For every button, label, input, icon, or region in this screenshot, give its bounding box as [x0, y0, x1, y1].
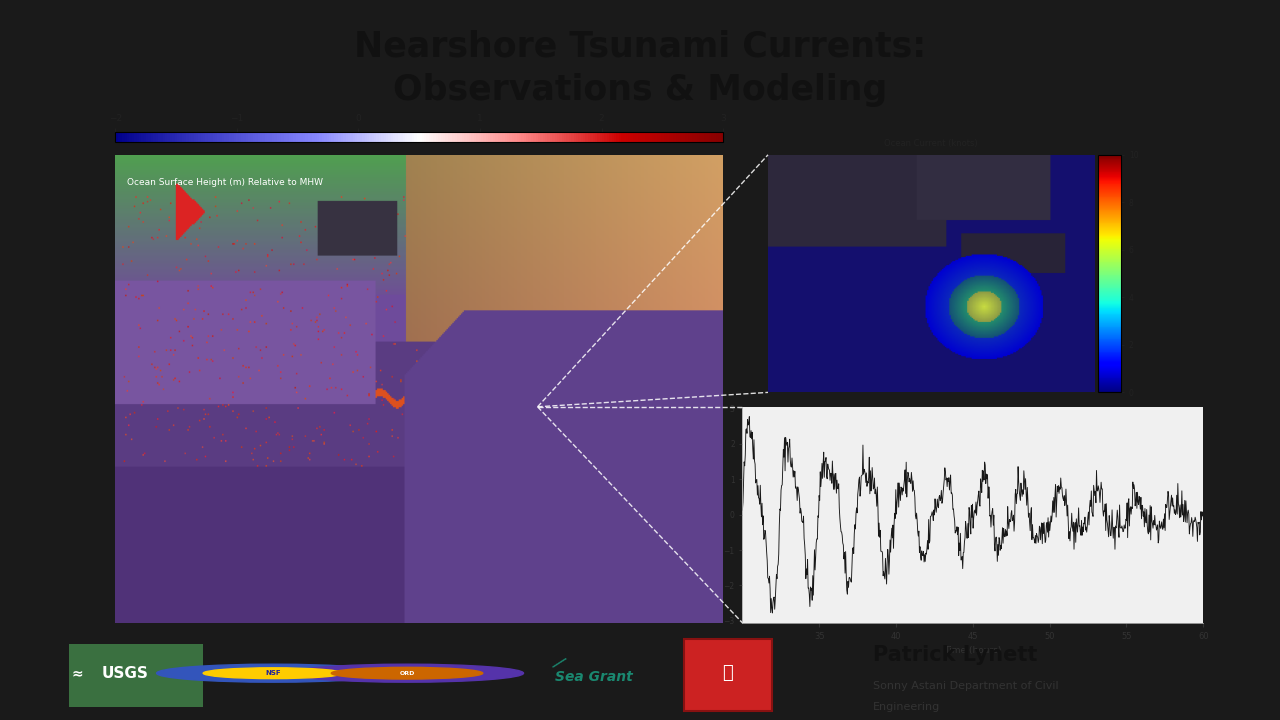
FancyBboxPatch shape: [685, 639, 772, 711]
Text: Sea Grant: Sea Grant: [554, 670, 632, 684]
Circle shape: [291, 664, 524, 683]
Text: Ocean Current (knots): Ocean Current (knots): [884, 139, 978, 148]
Text: Sonny Astani Department of Civil: Sonny Astani Department of Civil: [873, 681, 1059, 690]
Text: Nearshore Tsunami Currents:: Nearshore Tsunami Currents:: [355, 30, 925, 64]
Circle shape: [204, 668, 343, 678]
Text: ⛫: ⛫: [722, 664, 732, 683]
Text: ≈: ≈: [72, 666, 83, 680]
FancyBboxPatch shape: [69, 644, 204, 706]
Text: USGS: USGS: [102, 666, 148, 680]
Circle shape: [332, 667, 483, 679]
Text: /: /: [552, 652, 566, 671]
X-axis label: Time (hours): Time (hours): [945, 647, 1001, 655]
Text: Observations & Modeling: Observations & Modeling: [393, 73, 887, 107]
Circle shape: [156, 664, 389, 683]
Text: NSF: NSF: [265, 670, 280, 676]
Text: Patrick Lynett: Patrick Lynett: [873, 645, 1037, 665]
Text: Ocean Surface Height (m) Relative to MHW: Ocean Surface Height (m) Relative to MHW: [127, 178, 324, 187]
Text: ORD: ORD: [399, 671, 415, 675]
Text: Engineering: Engineering: [873, 701, 941, 711]
